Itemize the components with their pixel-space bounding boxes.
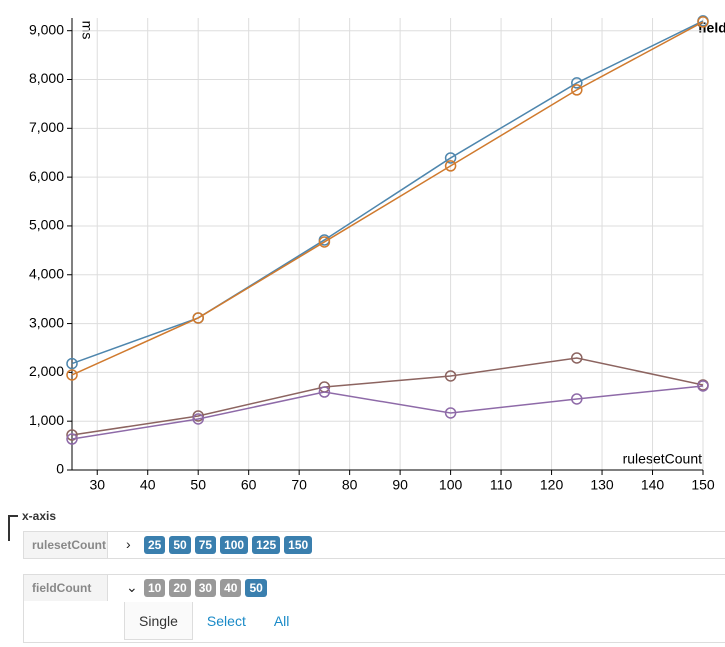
x-tick-label: 50 bbox=[190, 477, 206, 493]
x-tick-label: 110 bbox=[490, 477, 513, 493]
point bbox=[66, 433, 78, 445]
point bbox=[192, 410, 204, 422]
point bbox=[571, 77, 583, 89]
y-tick-label: 8,000 bbox=[29, 70, 64, 86]
mode-button[interactable]: Single bbox=[124, 602, 193, 640]
y-tick-label: 6,000 bbox=[29, 168, 64, 184]
point bbox=[318, 386, 331, 398]
point bbox=[318, 236, 331, 248]
x-tick-label: 60 bbox=[241, 477, 257, 493]
control-row: fieldCount ⌄ 10 20 30 40 50 Single Select All bbox=[23, 574, 725, 643]
point bbox=[66, 369, 78, 381]
series-line bbox=[71, 385, 704, 440]
chart: ms rulesetCount fieldCount 0 1,000 2,000 3,… bbox=[29, 15, 725, 493]
y-tick-label: 7,000 bbox=[29, 119, 64, 135]
point bbox=[697, 16, 709, 28]
x-tick-label: 80 bbox=[342, 477, 358, 493]
x-axis-label: rulesetCount bbox=[623, 451, 702, 467]
chip[interactable]: 75 bbox=[194, 536, 217, 554]
point bbox=[444, 407, 457, 419]
chip[interactable]: 100 bbox=[220, 536, 249, 554]
chip[interactable]: 20 bbox=[169, 579, 191, 597]
x-tick-label: 40 bbox=[140, 477, 156, 493]
chip[interactable]: 125 bbox=[252, 536, 281, 554]
row-label[interactable]: rulesetCount bbox=[24, 532, 108, 558]
x-tick-label: 90 bbox=[392, 477, 408, 493]
point bbox=[444, 370, 457, 382]
point bbox=[192, 413, 204, 425]
x-tick-label: 130 bbox=[590, 477, 614, 493]
chip[interactable]: 30 bbox=[194, 579, 217, 597]
row-label[interactable]: fieldCount bbox=[24, 575, 108, 601]
y-axis-label: ms bbox=[79, 21, 95, 40]
chevron[interactable]: ⌄ bbox=[126, 579, 138, 595]
chips: 10 20 30 40 50 bbox=[144, 579, 267, 597]
chevron[interactable]: › bbox=[126, 536, 131, 552]
x-tick-label: 140 bbox=[641, 477, 665, 493]
mode-button[interactable]: All bbox=[273, 613, 290, 629]
point bbox=[571, 84, 583, 96]
y-tick-label: 5,000 bbox=[29, 217, 64, 233]
point bbox=[697, 380, 709, 392]
x-tick-label: 100 bbox=[439, 477, 463, 493]
point bbox=[192, 312, 204, 324]
controls-title: x-axis bbox=[22, 509, 57, 523]
series-line bbox=[71, 21, 704, 376]
chip[interactable]: 50 bbox=[245, 579, 267, 597]
series-line bbox=[71, 20, 704, 365]
point bbox=[571, 352, 583, 364]
y-tick-label: 9,000 bbox=[29, 21, 64, 37]
chip[interactable]: 40 bbox=[220, 579, 242, 597]
legend-title: fieldCount bbox=[698, 20, 725, 36]
y-tick-label: 4,000 bbox=[29, 265, 64, 281]
control-row: rulesetCount › 25 50 75 100 125 150 bbox=[23, 531, 725, 559]
y-tick-label: 0 bbox=[56, 461, 64, 477]
chip[interactable]: 10 bbox=[144, 579, 166, 597]
point bbox=[571, 393, 583, 405]
y-tick-label: 3,000 bbox=[29, 314, 64, 330]
bracket bbox=[8, 515, 18, 541]
point bbox=[66, 357, 78, 370]
chip[interactable]: 150 bbox=[284, 536, 313, 554]
x-tick-label: 30 bbox=[89, 477, 105, 493]
point bbox=[444, 160, 457, 172]
chip[interactable]: 50 bbox=[169, 536, 191, 554]
chips: 25 50 75 100 125 150 bbox=[144, 536, 313, 554]
x-tick-label: 150 bbox=[691, 477, 715, 493]
y-tick-label: 1,000 bbox=[29, 412, 64, 428]
mode-buttons: Single Select All bbox=[124, 602, 303, 640]
grid bbox=[72, 18, 704, 471]
x-tick-label: 70 bbox=[291, 477, 307, 493]
point bbox=[66, 429, 78, 441]
point bbox=[444, 152, 457, 164]
mode-button[interactable]: Select bbox=[206, 613, 246, 629]
y-tick-label: 2,000 bbox=[29, 363, 64, 379]
x-tick-label: 120 bbox=[540, 477, 564, 493]
chip[interactable]: 25 bbox=[144, 536, 166, 554]
series-line bbox=[71, 357, 704, 436]
